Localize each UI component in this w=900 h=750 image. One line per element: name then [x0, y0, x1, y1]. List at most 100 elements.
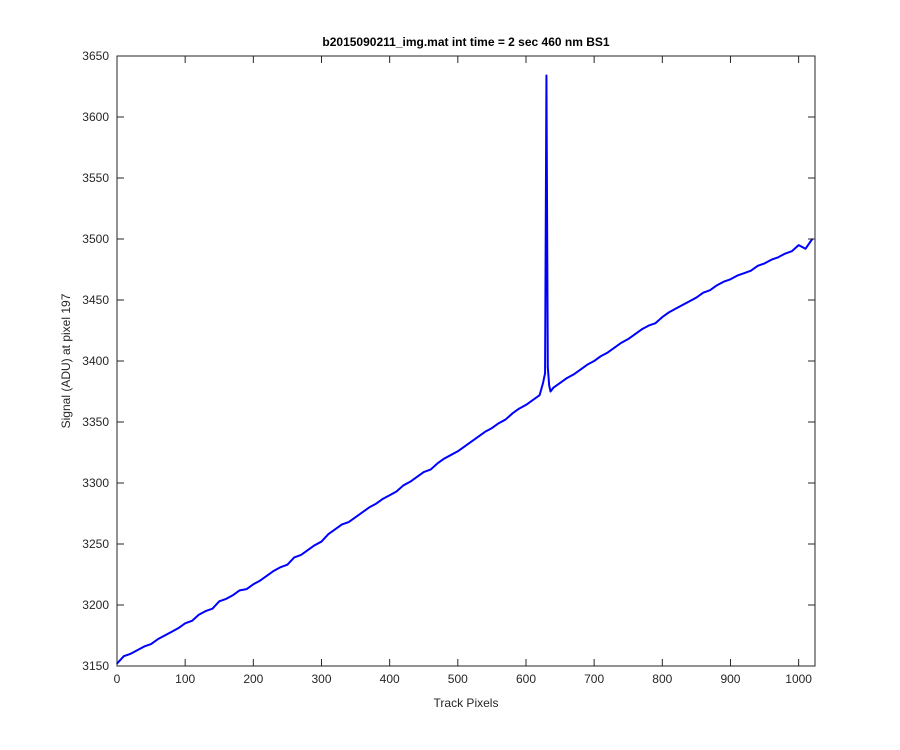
data-point [634, 333, 636, 335]
x-axis-label: Track Pixels [434, 696, 499, 710]
data-point [245, 588, 248, 590]
data-point [327, 533, 330, 536]
data-point [675, 307, 677, 310]
x-tick-label: 600 [516, 672, 536, 686]
x-tick-label: 900 [720, 672, 740, 686]
data-point [293, 556, 296, 559]
data-point [320, 540, 323, 543]
data-point [279, 566, 282, 568]
data-point [409, 480, 411, 483]
data-point [129, 653, 132, 655]
data-point [191, 620, 193, 622]
data-point [702, 291, 705, 294]
data-point [136, 649, 139, 651]
data-point [347, 521, 350, 523]
data-point [484, 430, 486, 433]
data-point [463, 445, 466, 448]
data-point [627, 338, 630, 340]
data-point [232, 594, 234, 597]
data-point [368, 506, 371, 509]
data-point [647, 324, 650, 327]
data-point [354, 516, 357, 518]
data-point [525, 404, 527, 406]
plot-frame [116, 55, 816, 667]
data-point [157, 638, 159, 640]
data-point [497, 422, 500, 425]
data-point [504, 418, 507, 421]
data-point [661, 316, 664, 318]
x-tick-label: 700 [584, 672, 604, 686]
data-point [170, 631, 173, 633]
data-point [375, 502, 377, 505]
data-point [566, 377, 568, 379]
data-point [511, 412, 514, 415]
data-point [429, 468, 432, 471]
data-point [579, 368, 582, 371]
data-point [544, 372, 546, 375]
y-tick-label: 3150 [82, 659, 109, 673]
data-point [784, 252, 786, 255]
data-point [422, 471, 425, 473]
data-point [559, 382, 561, 384]
data-point [307, 549, 309, 551]
data-point [804, 247, 807, 250]
data-point [549, 390, 552, 393]
y-tick-label: 3200 [82, 598, 109, 612]
data-point [334, 528, 336, 531]
x-tick-label: 1000 [785, 672, 812, 686]
data-point [709, 289, 711, 292]
data-point [388, 494, 391, 497]
data-point [797, 244, 800, 246]
data-point [443, 457, 445, 460]
x-tick-label: 300 [311, 672, 331, 686]
data-point [286, 563, 289, 566]
data-point [361, 511, 364, 514]
y-tick-label: 3650 [82, 49, 109, 63]
y-tick-label: 3300 [82, 476, 109, 490]
data-point [716, 284, 718, 287]
y-tick-label: 3500 [82, 232, 109, 246]
data-point [695, 296, 698, 299]
data-point [770, 258, 773, 261]
y-axis-label: Signal (ADU) at pixel 197 [59, 293, 73, 428]
data-point [606, 351, 609, 354]
data-point [382, 498, 384, 500]
data-point [184, 622, 186, 625]
data-point [436, 462, 439, 465]
data-point [259, 579, 261, 582]
data-point [313, 544, 316, 547]
y-tick-label: 3600 [82, 110, 109, 124]
data-point [204, 610, 207, 612]
data-point [641, 328, 643, 331]
y-tick-label: 3350 [82, 415, 109, 429]
data-point [763, 262, 766, 265]
data-point [600, 355, 602, 357]
data-point [123, 655, 125, 658]
data-point [225, 598, 227, 600]
y-tick-label: 3400 [82, 354, 109, 368]
data-point [756, 265, 759, 267]
data-point [777, 256, 779, 259]
data-point [238, 589, 241, 592]
data-point [532, 399, 534, 401]
data-point [743, 272, 745, 274]
data-point [750, 269, 752, 272]
data-point [736, 274, 739, 277]
series-layer [116, 74, 814, 665]
data-point [197, 613, 200, 616]
data-point [163, 634, 166, 637]
data-point [518, 407, 520, 410]
data-point [722, 280, 725, 283]
data-point [150, 643, 152, 645]
data-point [266, 574, 268, 577]
x-tick-label: 800 [652, 672, 672, 686]
data-point [729, 278, 732, 281]
series-line-0 [116, 74, 814, 665]
data-point [177, 627, 180, 629]
data-point [300, 554, 302, 556]
chart-title: b2015090211_img.mat int time = 2 sec 460… [322, 35, 609, 49]
plot-area [117, 56, 815, 666]
data-point [620, 341, 623, 344]
data-point [681, 304, 684, 306]
